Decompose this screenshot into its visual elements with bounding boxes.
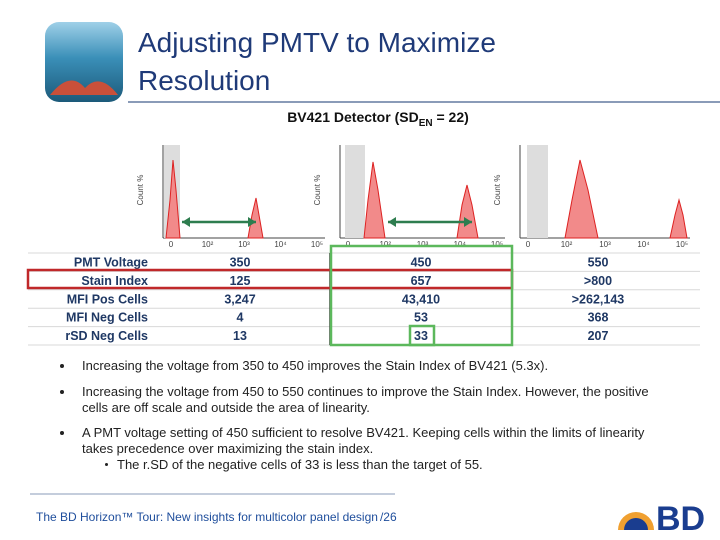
bullet-marker bbox=[105, 463, 108, 466]
table-cell: 13 bbox=[233, 329, 247, 343]
header-image bbox=[45, 22, 123, 102]
subtitle-suffix: = 22) bbox=[433, 109, 469, 125]
x-tick-label: 10³ bbox=[238, 240, 250, 249]
x-tick-label: 10³ bbox=[417, 240, 429, 249]
table-cell: 33 bbox=[414, 329, 428, 343]
histograms: Count % 0 10² 10³ 10⁴ 10⁵ Count % 0 10² 10³ 10⁴ 10⁵… bbox=[136, 145, 690, 249]
page-number: /26 bbox=[380, 510, 397, 524]
x-tick-label: 0 bbox=[169, 240, 174, 249]
bullet-text: A PMT voltage setting of 450 sufficient … bbox=[82, 425, 645, 456]
x-tick-label: 10⁴ bbox=[274, 240, 287, 249]
peak bbox=[669, 198, 688, 239]
logo-sun-inner bbox=[624, 518, 648, 530]
sub-bullet: The r.SD of the negative cells of 33 is … bbox=[105, 457, 662, 473]
table-cell: >800 bbox=[584, 274, 612, 288]
table: PMT Voltage 350 450 550 Stain Index 125 657 >80… bbox=[28, 252, 700, 346]
logo-text: BD bbox=[656, 500, 705, 538]
bullet: A PMT voltage setting of 450 sufficient … bbox=[60, 425, 662, 473]
table-cell: 3,247 bbox=[224, 292, 255, 306]
y-axis-label: Count % bbox=[136, 175, 145, 206]
row-label: Stain Index bbox=[81, 274, 148, 288]
peak bbox=[247, 197, 264, 239]
table-cell: 207 bbox=[588, 329, 609, 343]
x-tick-label: 10⁴ bbox=[637, 240, 650, 249]
footer: The BD Horizon™ Tour: New insights for m… bbox=[36, 510, 397, 524]
x-tick-label: 10² bbox=[561, 240, 573, 249]
bullet: Increasing the voltage from 450 to 550 c… bbox=[60, 384, 662, 416]
x-tick-label: 10³ bbox=[599, 240, 611, 249]
bullet-marker bbox=[60, 390, 64, 394]
negative-gate bbox=[527, 145, 548, 238]
bullet-marker bbox=[60, 431, 64, 435]
x-tick-label: 0 bbox=[346, 240, 351, 249]
table-cell: 450 bbox=[411, 256, 432, 270]
peak bbox=[165, 159, 181, 239]
x-tick-label: 10⁴ bbox=[454, 240, 467, 249]
peak bbox=[564, 159, 599, 239]
row-label: MFI Neg Cells bbox=[66, 311, 148, 325]
x-tick-label: 10⁵ bbox=[491, 240, 503, 249]
y-axis-label: Count % bbox=[313, 175, 322, 206]
peak bbox=[456, 184, 479, 239]
subtitle: BV421 Detector (SDEN = 22) bbox=[287, 109, 469, 129]
bullet-text: Increasing the voltage from 450 to 550 c… bbox=[82, 384, 649, 415]
table-cell: 350 bbox=[230, 256, 251, 270]
subtitle-subscript: EN bbox=[419, 118, 433, 129]
x-tick-label: 0 bbox=[526, 240, 531, 249]
bullet-text: Increasing the voltage from 350 to 450 i… bbox=[82, 358, 549, 373]
table-cell: >262,143 bbox=[572, 292, 625, 306]
row-label: MFI Pos Cells bbox=[67, 292, 148, 306]
table-cell: 53 bbox=[414, 311, 428, 325]
table-cell: 657 bbox=[411, 274, 432, 288]
table-cell: 125 bbox=[230, 274, 251, 288]
x-tick-label: 10⁵ bbox=[311, 240, 323, 249]
table-cell: 4 bbox=[237, 311, 244, 325]
x-tick-label: 10² bbox=[202, 240, 214, 249]
bullet-marker bbox=[60, 364, 64, 368]
title-line: Resolution bbox=[138, 65, 270, 96]
negative-gate bbox=[345, 145, 365, 238]
subtitle-text: BV421 Detector (SD bbox=[287, 109, 419, 125]
title-line: Adjusting PMTV to Maximize bbox=[138, 27, 496, 58]
arrow-head bbox=[182, 217, 256, 227]
x-tick-label: 10² bbox=[379, 240, 391, 249]
x-tick-label: 10⁵ bbox=[676, 240, 688, 249]
table-cell: 43,410 bbox=[402, 292, 440, 306]
header-image-coral bbox=[50, 80, 118, 95]
table-cell: 550 bbox=[588, 256, 609, 270]
highlight-rsd bbox=[408, 324, 436, 347]
bd-logo: BD bbox=[618, 500, 705, 538]
table-cell: 368 bbox=[588, 311, 609, 325]
row-label: rSD Neg Cells bbox=[65, 329, 148, 343]
row-label: PMT Voltage bbox=[74, 256, 148, 270]
footer-text: The BD Horizon™ Tour: New insights for m… bbox=[36, 510, 378, 524]
peak bbox=[363, 161, 386, 239]
y-axis-label: Count % bbox=[493, 175, 502, 206]
sub-bullet-text: The r.SD of the negative cells of 33 is … bbox=[117, 457, 483, 472]
bullet: Increasing the voltage from 350 to 450 i… bbox=[60, 358, 662, 374]
